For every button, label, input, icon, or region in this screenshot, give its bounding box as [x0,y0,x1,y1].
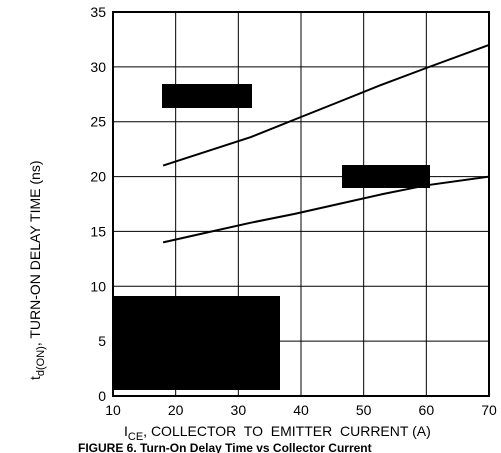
y-tick-labels: 0 5 10 15 20 25 30 35 [90,4,106,404]
x-tick-label: 40 [293,402,309,418]
plot-frame [112,11,490,397]
y-axis-label-rest: , TURN-ON DELAY TIME (ns) [27,160,43,346]
x-tick-label: 30 [231,402,247,418]
x-axis-label-rest: , COLLECTOR TO EMITTER CURRENT (A) [143,423,431,439]
redaction-block [342,165,430,188]
x-axis-label-main: I [124,423,128,439]
series-layer [162,43,490,244]
y-tick-label: 20 [90,169,106,185]
y-tick-label: 15 [90,223,106,239]
x-axis-label-sub: CE [128,431,143,443]
redaction-block [113,296,280,390]
y-tick-label: 5 [98,333,106,349]
x-tick-label: 10 [105,402,121,418]
x-tick-label: 20 [168,402,184,418]
y-axis-label: td(ON), TURN-ON DELAY TIME (ns) [27,160,47,380]
y-axis-label-sub: d(ON) [35,346,47,376]
y-tick-label: 30 [90,59,106,75]
y-tick-label: 25 [90,114,106,130]
series-line-1 [162,43,490,167]
x-tick-labels: 10 20 30 40 50 60 70 [105,402,497,418]
x-tick-label: 70 [481,402,497,418]
x-tick-label: 60 [419,402,435,418]
y-tick-label: 10 [90,278,106,294]
x-tick-label: 50 [356,402,372,418]
y-axis-label-main: t [27,376,43,380]
y-tick-label: 35 [90,4,106,20]
series-line-2 [162,175,490,244]
x-axis-label: ICE, COLLECTOR TO EMITTER CURRENT (A) [124,423,431,443]
figure-caption: FIGURE 6. Turn-On Delay Time vs Collecto… [78,441,372,453]
y-tick-label: 0 [98,388,106,404]
redaction-block [162,84,252,108]
